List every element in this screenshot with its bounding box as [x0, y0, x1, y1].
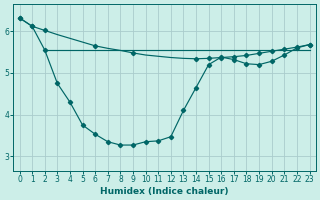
X-axis label: Humidex (Indice chaleur): Humidex (Indice chaleur): [100, 187, 229, 196]
